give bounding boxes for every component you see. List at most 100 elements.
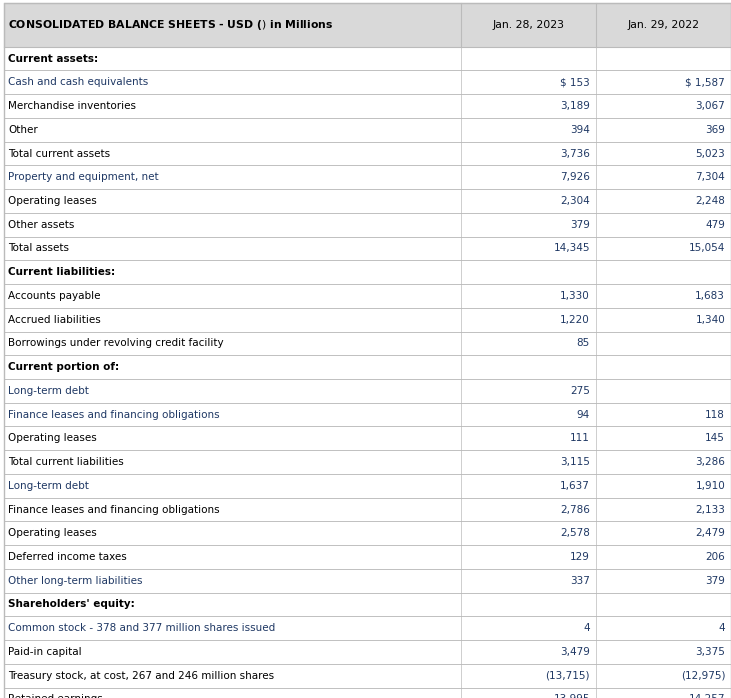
Bar	[4, 474, 731, 498]
Bar	[4, 165, 731, 189]
Text: 1,220: 1,220	[560, 315, 590, 325]
Text: 1,637: 1,637	[560, 481, 590, 491]
Bar	[4, 3, 731, 47]
Bar	[4, 237, 731, 260]
Text: 3,286: 3,286	[695, 457, 725, 467]
Text: 2,248: 2,248	[695, 196, 725, 206]
Text: Total assets: Total assets	[8, 244, 69, 253]
Text: 2,304: 2,304	[560, 196, 590, 206]
Text: Long-term debt: Long-term debt	[8, 386, 89, 396]
Text: 2,578: 2,578	[560, 528, 590, 538]
Text: 369: 369	[705, 125, 725, 135]
Text: Jan. 28, 2023: Jan. 28, 2023	[492, 20, 564, 30]
Text: 394: 394	[570, 125, 590, 135]
Bar	[4, 284, 731, 308]
Bar	[4, 616, 731, 640]
Text: 1,340: 1,340	[695, 315, 725, 325]
Bar	[4, 426, 731, 450]
Text: 206: 206	[705, 552, 725, 562]
Text: 4: 4	[719, 623, 725, 633]
Text: 145: 145	[705, 433, 725, 443]
Text: Long-term debt: Long-term debt	[8, 481, 89, 491]
Text: 3,189: 3,189	[560, 101, 590, 111]
Text: 3,067: 3,067	[695, 101, 725, 111]
Bar	[4, 189, 731, 213]
Text: Paid-in capital: Paid-in capital	[8, 647, 82, 657]
Bar	[4, 545, 731, 569]
Bar	[4, 94, 731, 118]
Text: Retained earnings: Retained earnings	[8, 695, 103, 698]
Text: 14,345: 14,345	[553, 244, 590, 253]
Text: (13,715): (13,715)	[545, 671, 590, 681]
Bar	[4, 498, 731, 521]
Text: Operating leases: Operating leases	[8, 528, 96, 538]
Bar	[4, 142, 731, 165]
Bar	[4, 521, 731, 545]
Text: 3,375: 3,375	[695, 647, 725, 657]
Text: CONSOLIDATED BALANCE SHEETS - USD ($) $ in Millions: CONSOLIDATED BALANCE SHEETS - USD ($) $ …	[8, 18, 333, 32]
Text: $ 153: $ 153	[560, 77, 590, 87]
Text: 337: 337	[570, 576, 590, 586]
Text: 1,330: 1,330	[560, 291, 590, 301]
Text: Deferred income taxes: Deferred income taxes	[8, 552, 126, 562]
Text: Accounts payable: Accounts payable	[8, 291, 101, 301]
Text: 1,683: 1,683	[695, 291, 725, 301]
Bar	[4, 332, 731, 355]
Bar	[4, 379, 731, 403]
Bar	[4, 70, 731, 94]
Text: 129: 129	[570, 552, 590, 562]
Text: 379: 379	[570, 220, 590, 230]
Text: 2,786: 2,786	[560, 505, 590, 514]
Text: 94: 94	[577, 410, 590, 419]
Text: 3,736: 3,736	[560, 149, 590, 158]
Text: Current assets:: Current assets:	[8, 54, 98, 64]
Text: Other assets: Other assets	[8, 220, 75, 230]
Text: Other: Other	[8, 125, 38, 135]
Text: 3,479: 3,479	[560, 647, 590, 657]
Text: 275: 275	[570, 386, 590, 396]
Text: Accrued liabilities: Accrued liabilities	[8, 315, 101, 325]
Text: 479: 479	[705, 220, 725, 230]
Text: 5,023: 5,023	[695, 149, 725, 158]
Text: 111: 111	[570, 433, 590, 443]
Bar	[4, 593, 731, 616]
Text: Operating leases: Operating leases	[8, 433, 96, 443]
Text: Total current liabilities: Total current liabilities	[8, 457, 124, 467]
Bar	[4, 213, 731, 237]
Text: Shareholders' equity:: Shareholders' equity:	[8, 600, 135, 609]
Text: 7,304: 7,304	[695, 172, 725, 182]
Bar	[4, 688, 731, 698]
Bar	[4, 260, 731, 284]
Bar	[4, 403, 731, 426]
Text: Treasury stock, at cost, 267 and 246 million shares: Treasury stock, at cost, 267 and 246 mil…	[8, 671, 274, 681]
Bar	[4, 308, 731, 332]
Text: Other long-term liabilities: Other long-term liabilities	[8, 576, 143, 586]
Text: Borrowings under revolving credit facility: Borrowings under revolving credit facili…	[8, 339, 224, 348]
Text: 2,133: 2,133	[695, 505, 725, 514]
Text: Property and equipment, net: Property and equipment, net	[8, 172, 159, 182]
Text: 14,257: 14,257	[689, 695, 725, 698]
Bar	[4, 569, 731, 593]
Text: 85: 85	[577, 339, 590, 348]
Bar	[4, 664, 731, 688]
Text: Finance leases and financing obligations: Finance leases and financing obligations	[8, 410, 220, 419]
Text: Cash and cash equivalents: Cash and cash equivalents	[8, 77, 148, 87]
Text: $ 1,587: $ 1,587	[686, 77, 725, 87]
Text: Total current assets: Total current assets	[8, 149, 110, 158]
Text: 15,054: 15,054	[689, 244, 725, 253]
Text: (12,975): (12,975)	[681, 671, 725, 681]
Text: 13,995: 13,995	[553, 695, 590, 698]
Text: 2,479: 2,479	[695, 528, 725, 538]
Text: Current liabilities:: Current liabilities:	[8, 267, 115, 277]
Bar	[4, 355, 731, 379]
Text: Merchandise inventories: Merchandise inventories	[8, 101, 136, 111]
Text: 379: 379	[705, 576, 725, 586]
Text: Current portion of:: Current portion of:	[8, 362, 119, 372]
Bar	[4, 118, 731, 142]
Text: Common stock - 378 and 377 million shares issued: Common stock - 378 and 377 million share…	[8, 623, 276, 633]
Bar	[4, 640, 731, 664]
Text: 1,910: 1,910	[695, 481, 725, 491]
Text: Operating leases: Operating leases	[8, 196, 96, 206]
Text: 7,926: 7,926	[560, 172, 590, 182]
Text: Jan. 29, 2022: Jan. 29, 2022	[627, 20, 700, 30]
